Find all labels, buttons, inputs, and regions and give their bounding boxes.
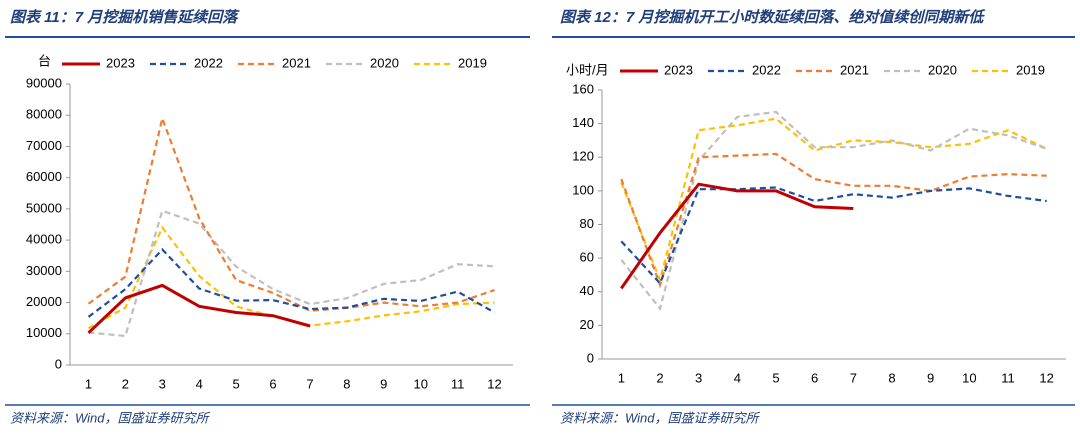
- y-tick-label: 0: [587, 350, 594, 365]
- y-tick-label: 80: [580, 216, 594, 231]
- y-tick-label: 40000: [26, 232, 62, 247]
- x-tick-label: 5: [772, 370, 779, 385]
- series-line: [87, 114, 495, 312]
- x-tick-label: 12: [487, 376, 501, 391]
- y-tick-label: 100: [572, 182, 594, 197]
- legend-label: 2020: [928, 62, 957, 77]
- chart-title: 图表 12：7 月挖掘机开工小时数延续回落、绝对值续创同期新低: [560, 8, 986, 26]
- y-tick-label: 0: [55, 356, 62, 371]
- y-axis-label: 台: [38, 53, 51, 68]
- series-line: [88, 209, 495, 338]
- series-line: [87, 283, 311, 334]
- legend-label: 2023: [664, 62, 693, 77]
- legend-label: 2020: [370, 55, 399, 70]
- series-line: [620, 117, 1048, 284]
- y-tick-label: 60000: [26, 169, 62, 184]
- x-tick-label: 12: [1039, 370, 1053, 385]
- legend-label: 2021: [282, 55, 311, 70]
- x-tick-label: 4: [196, 376, 203, 391]
- x-tick-label: 8: [343, 376, 350, 391]
- series-line: [620, 182, 854, 290]
- x-tick-label: 10: [413, 376, 427, 391]
- legend-label: 2019: [1016, 62, 1045, 77]
- y-tick-label: 160: [572, 81, 594, 96]
- source: 资料来源：Wind，国盛证券研究所: [560, 410, 761, 425]
- y-axis-label: 小时/月: [566, 62, 609, 77]
- x-tick-label: 4: [734, 370, 741, 385]
- series-line: [87, 247, 496, 318]
- x-tick-label: 7: [306, 376, 313, 391]
- legend-label: 2021: [840, 62, 869, 77]
- legend-label: 2022: [194, 55, 223, 70]
- x-tick-label: 8: [888, 370, 895, 385]
- x-tick-label: 5: [233, 376, 240, 391]
- x-tick-label: 6: [269, 376, 276, 391]
- x-tick-label: 6: [811, 370, 818, 385]
- y-tick-label: 70000: [26, 138, 62, 153]
- x-tick-label: 11: [451, 376, 465, 391]
- y-tick-label: 80000: [26, 107, 62, 122]
- x-tick-label: 1: [85, 376, 92, 391]
- y-tick-label: 60: [580, 250, 594, 265]
- series-line: [87, 225, 495, 330]
- series-line: [620, 110, 1048, 312]
- y-tick-label: 40: [580, 283, 594, 298]
- series-line: [620, 152, 1047, 289]
- legend-label: 2019: [458, 55, 487, 70]
- legend-label: 2022: [752, 62, 781, 77]
- legend-label: 2023: [106, 55, 135, 70]
- y-tick-label: 50000: [26, 200, 62, 215]
- x-tick-label: 3: [695, 370, 702, 385]
- x-tick-label: 10: [962, 370, 976, 385]
- x-tick-label: 7: [850, 370, 857, 385]
- y-tick-label: 20: [580, 317, 594, 332]
- y-tick-label: 140: [572, 115, 594, 130]
- x-tick-label: 2: [122, 376, 129, 391]
- y-tick-label: 90000: [26, 75, 62, 90]
- chart-title: 图表 11：7 月挖掘机销售延续回落: [10, 8, 240, 26]
- x-tick-label: 3: [159, 376, 166, 391]
- x-tick-label: 11: [1001, 370, 1015, 385]
- x-tick-label: 9: [380, 376, 387, 391]
- y-tick-label: 20000: [26, 294, 62, 309]
- x-tick-label: 1: [618, 370, 625, 385]
- y-tick-label: 10000: [26, 325, 62, 340]
- y-tick-label: 30000: [26, 263, 62, 278]
- source: 资料来源：Wind，国盛证券研究所: [10, 410, 211, 425]
- x-tick-label: 2: [656, 370, 663, 385]
- x-tick-label: 9: [927, 370, 934, 385]
- y-tick-label: 120: [572, 149, 594, 164]
- series-line: [620, 186, 1047, 286]
